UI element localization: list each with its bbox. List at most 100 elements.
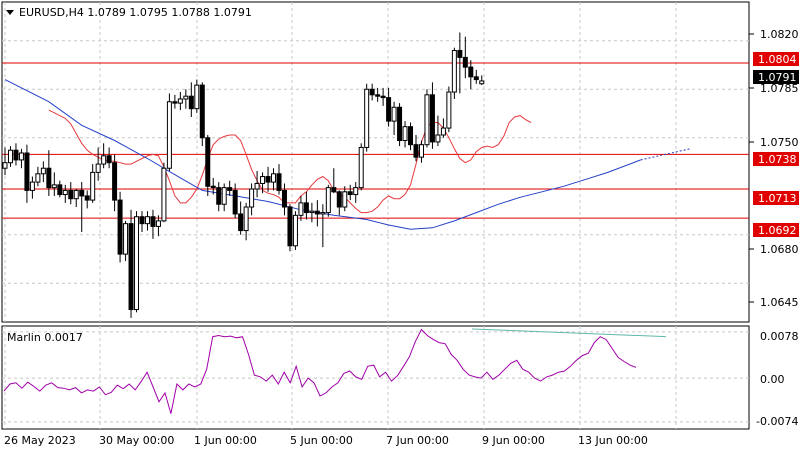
candle <box>446 86 452 133</box>
candle <box>265 166 271 192</box>
candle <box>276 164 282 195</box>
level-label-2: 1.0738 <box>753 152 799 166</box>
candle <box>397 103 403 147</box>
time-axis: 26 May 2023 30 May 00:00 1 Jun 00:00 5 J… <box>4 434 648 447</box>
level-label-1: 1.0804 <box>753 52 799 66</box>
candle <box>35 166 41 187</box>
candle <box>134 211 140 313</box>
candle <box>199 82 205 147</box>
candle <box>139 211 145 232</box>
candle <box>90 164 96 203</box>
candle <box>364 83 370 152</box>
candle <box>95 147 101 181</box>
candle <box>408 122 414 151</box>
candle <box>7 146 13 167</box>
blue-moving-average[interactable] <box>4 79 641 230</box>
price-pane[interactable] <box>1 1 750 323</box>
level-label-3: 1.0713 <box>753 191 799 205</box>
candle <box>369 83 375 101</box>
svg-text:1.0713: 1.0713 <box>758 192 797 205</box>
svg-text:1.0738: 1.0738 <box>758 153 797 166</box>
indicator-tick: -0.0074 <box>756 415 798 428</box>
candle <box>254 171 260 198</box>
indicator-grid <box>2 326 749 429</box>
candle <box>238 201 244 235</box>
candle <box>150 209 156 239</box>
indicator-pane[interactable] <box>1 325 750 430</box>
candle <box>210 177 216 195</box>
candle <box>128 209 134 318</box>
indicator-axis: 0.0078 0.00 -0.0074 <box>756 330 799 428</box>
horizontal-levels <box>2 62 749 219</box>
candle <box>13 143 19 166</box>
candle <box>73 189 79 208</box>
candle <box>435 115 441 147</box>
candle <box>309 202 315 223</box>
candle <box>40 161 46 183</box>
candle <box>314 200 320 227</box>
divergence-trendline[interactable] <box>471 328 667 338</box>
candle <box>106 147 112 169</box>
red-moving-average[interactable] <box>48 109 532 214</box>
candle <box>473 69 479 84</box>
candle <box>418 140 424 163</box>
candle <box>221 183 227 212</box>
price-axis: 1.0820 1.0785 1.0750 1.0680 1.0645 <box>749 28 799 309</box>
blue-ma-projection <box>640 148 691 161</box>
candle <box>325 184 331 217</box>
candle <box>232 183 238 219</box>
candle <box>2 147 8 176</box>
candle <box>243 202 249 241</box>
time-label: 7 Jun 00:00 <box>386 434 449 447</box>
candle <box>391 101 397 135</box>
candle <box>380 87 386 106</box>
candle <box>271 168 277 191</box>
candle <box>292 211 298 250</box>
price-tick: 1.0680 <box>760 243 799 256</box>
candle <box>155 215 161 237</box>
candle <box>29 176 35 199</box>
time-label: 13 Jun 00:00 <box>578 434 648 447</box>
candle <box>375 87 381 102</box>
price-tick: 1.0820 <box>760 28 799 41</box>
svg-text:1.0804: 1.0804 <box>758 53 797 66</box>
candle <box>161 162 167 223</box>
current-price-label: 1.0791 <box>753 70 799 84</box>
candle <box>451 47 457 99</box>
svg-text:1.0692: 1.0692 <box>758 224 797 237</box>
candle <box>144 211 150 231</box>
svg-text:1.0791: 1.0791 <box>758 71 797 84</box>
candle <box>188 82 194 117</box>
candlesticks <box>2 32 485 318</box>
candle <box>117 191 123 263</box>
candle <box>347 184 353 201</box>
candle <box>68 182 74 205</box>
candle <box>424 89 430 148</box>
candle <box>336 190 342 216</box>
candle <box>216 182 222 212</box>
candle <box>79 182 85 232</box>
collapse-triangle-icon[interactable] <box>6 10 14 15</box>
candle <box>353 182 359 203</box>
candle <box>177 92 183 111</box>
candle <box>320 204 326 248</box>
candle <box>260 172 266 194</box>
symbol-info: EURUSD,H4 1.0789 1.0795 1.0788 1.0791 <box>19 6 252 19</box>
candle <box>166 93 172 172</box>
candle <box>183 89 189 109</box>
candle <box>440 118 446 138</box>
candle <box>227 180 233 196</box>
candle <box>468 60 474 90</box>
time-label: 5 Jun 00:00 <box>290 434 353 447</box>
candle <box>112 154 118 212</box>
marlin-oscillator[interactable] <box>3 328 637 414</box>
candle <box>298 195 304 221</box>
candle <box>462 36 468 79</box>
candle <box>18 148 24 169</box>
indicator-title: Marlin 0.0017 <box>7 331 83 344</box>
candle <box>51 172 57 196</box>
price-tick: 1.0750 <box>760 136 799 149</box>
candle <box>281 183 287 216</box>
candle <box>358 143 364 191</box>
candle <box>402 121 408 148</box>
